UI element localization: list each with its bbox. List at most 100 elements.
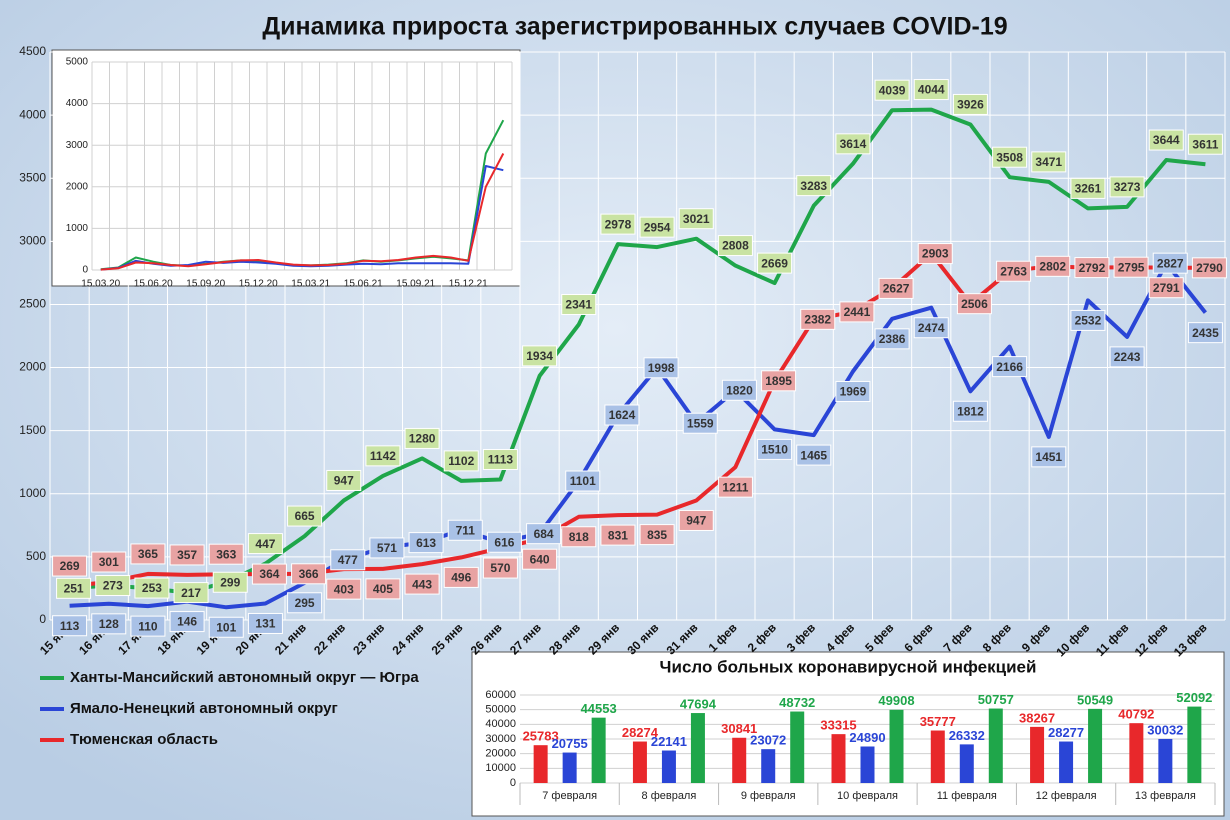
value-label-box — [600, 524, 636, 546]
value-label-box — [404, 427, 440, 449]
value-label-box — [522, 345, 558, 367]
value-label-box — [247, 533, 283, 555]
value-label-box — [404, 573, 440, 595]
value-label-box — [130, 615, 166, 637]
value-label: 2808 — [722, 239, 749, 253]
value-label: 3644 — [1153, 133, 1180, 147]
value-label-box — [95, 575, 131, 597]
y-tick-label: 40000 — [485, 718, 516, 730]
value-label: 146 — [177, 615, 197, 629]
bar-value-label: 47694 — [680, 696, 717, 711]
value-label: 684 — [534, 527, 554, 541]
inset-frame — [51, 49, 521, 287]
value-label: 818 — [569, 530, 589, 544]
value-label-box — [796, 175, 832, 197]
value-label: 1465 — [800, 448, 827, 462]
value-label-box — [952, 93, 988, 115]
bar-value-label: 35777 — [920, 714, 956, 729]
value-label: 217 — [181, 586, 201, 600]
value-label: 128 — [99, 617, 119, 631]
value-label-box — [52, 555, 88, 577]
value-label: 1559 — [687, 416, 714, 430]
value-label: 405 — [373, 582, 393, 596]
x-tick-label: 15.09.21 — [396, 279, 435, 290]
value-label: 3261 — [1075, 182, 1102, 196]
value-label-box — [1152, 252, 1188, 274]
value-label: 2166 — [996, 360, 1023, 374]
value-label: 2669 — [761, 256, 788, 270]
bar — [632, 741, 647, 783]
value-label: 570 — [490, 561, 510, 575]
bar-value-label: 20755 — [552, 736, 588, 751]
value-label: 2382 — [804, 313, 831, 327]
y-tick-label: 2000 — [19, 360, 46, 374]
value-label: 2978 — [605, 217, 632, 231]
value-label: 269 — [60, 559, 80, 573]
value-label-box — [130, 543, 166, 565]
value-label-box — [365, 445, 401, 467]
x-tick-label: 15.06.21 — [344, 279, 383, 290]
value-label: 3508 — [996, 150, 1023, 164]
value-label: 1812 — [957, 404, 984, 418]
value-label: 477 — [338, 553, 358, 567]
value-label-box — [326, 469, 362, 491]
value-label-box — [287, 505, 323, 527]
value-label-box — [878, 277, 914, 299]
value-label: 1102 — [448, 454, 474, 468]
legend-label: Ямало-Ненецкий автономный округ — [70, 700, 338, 717]
value-label-box — [1191, 257, 1227, 279]
value-label-box — [326, 578, 362, 600]
value-label: 301 — [99, 555, 119, 569]
value-label-box — [287, 592, 323, 614]
value-label-box — [717, 235, 753, 257]
bar — [988, 708, 1003, 783]
value-label: 2532 — [1075, 314, 1102, 328]
value-label: 403 — [334, 582, 354, 596]
y-tick-label: 0 — [510, 777, 516, 789]
x-tick-label: 15.03.20 — [81, 279, 120, 290]
x-tick-label: 13 февраля — [1135, 790, 1196, 802]
y-tick-label: 3500 — [19, 170, 46, 184]
value-label-box — [1070, 309, 1106, 331]
bar-value-label: 30032 — [1147, 722, 1183, 737]
value-label: 2627 — [883, 282, 910, 296]
y-tick-label: 20000 — [485, 748, 516, 760]
value-label: 2386 — [879, 332, 906, 346]
value-label-box — [482, 557, 518, 579]
value-label-box — [757, 438, 793, 460]
value-label: 571 — [377, 541, 397, 555]
bar-value-label: 52092 — [1176, 690, 1212, 705]
value-label: 273 — [103, 579, 123, 593]
y-tick-label: 1000 — [66, 223, 89, 234]
bar-value-label: 48732 — [779, 695, 815, 710]
value-label-box — [678, 509, 714, 531]
value-label-box — [913, 79, 949, 101]
value-label: 3614 — [840, 137, 867, 151]
bar-value-label: 28274 — [622, 725, 659, 740]
bar — [860, 746, 875, 783]
value-label-box — [1031, 151, 1067, 173]
y-tick-label: 50000 — [485, 704, 516, 716]
bar — [790, 711, 805, 783]
x-tick-label: 10 февраля — [837, 790, 898, 802]
x-tick-label: 11 февраля — [937, 790, 997, 802]
value-label: 295 — [295, 596, 315, 610]
value-label: 1969 — [840, 385, 867, 399]
value-label-box — [365, 578, 401, 600]
value-label: 1510 — [761, 443, 788, 457]
y-tick-label: 1500 — [19, 423, 46, 437]
bar — [1129, 723, 1144, 783]
bar-value-label: 33315 — [820, 718, 856, 733]
bar — [761, 749, 776, 783]
y-tick-label: 3000 — [19, 234, 46, 248]
value-label: 947 — [334, 474, 354, 488]
value-label-box — [1148, 129, 1184, 151]
y-tick-label: 2000 — [66, 181, 89, 192]
value-label-box — [992, 146, 1028, 168]
value-label: 110 — [138, 619, 158, 633]
value-label-box — [639, 524, 675, 546]
value-label: 2506 — [961, 297, 988, 311]
y-tick-label: 4000 — [66, 98, 89, 109]
value-label-box — [835, 380, 871, 402]
value-label: 3021 — [683, 212, 710, 226]
